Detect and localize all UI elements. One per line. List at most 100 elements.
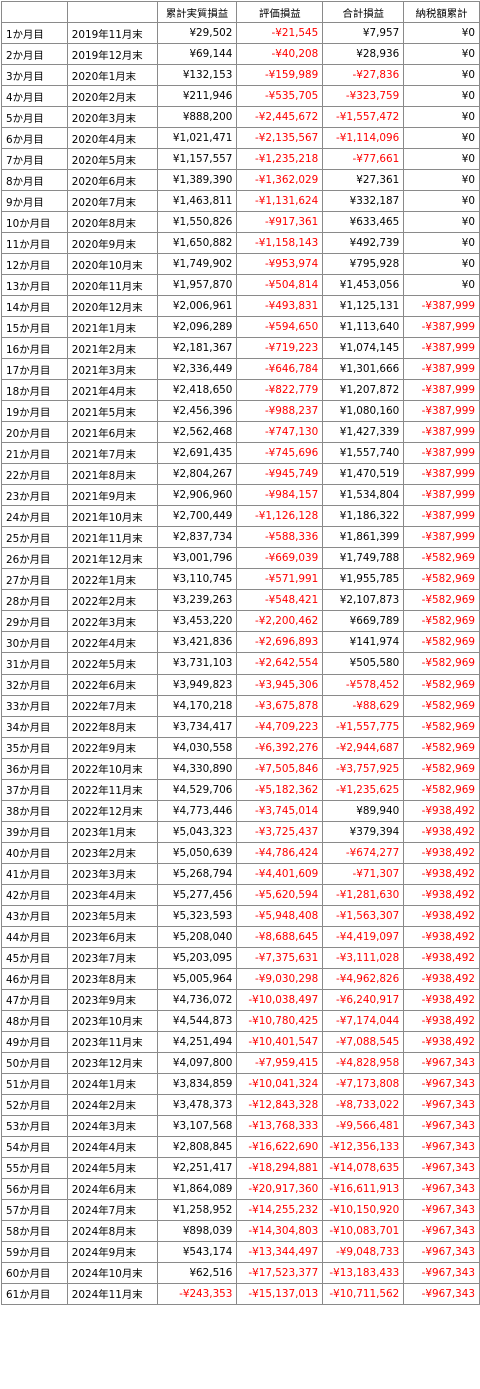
date-cell: 2024年3月末 — [66, 1114, 158, 1137]
unrealized-cell: -¥8,688,645 — [236, 925, 324, 948]
total-cell: ¥669,789 — [322, 610, 405, 633]
table-row: 34か月目 2022年8月末 ¥3,734,417 -¥4,709,223 -¥1,55… — [1, 715, 480, 738]
month-cell: 30か月目 — [1, 631, 68, 654]
total-cell: ¥492,739 — [322, 232, 405, 255]
date-cell: 2021年10月末 — [66, 505, 158, 528]
table-row: 31か月目 2022年5月末 ¥3,731,103 -¥2,642,554 ¥505,5… — [1, 652, 480, 675]
unrealized-cell: -¥822,779 — [236, 379, 324, 402]
date-cell: 2020年7月末 — [66, 190, 158, 213]
month-cell: 5か月目 — [1, 106, 68, 129]
header-row: 累計実質損益 評価損益 合計損益 納税額累計 — [1, 0, 480, 24]
cumulative-realized-cell: ¥2,336,449 — [156, 358, 238, 381]
cumulative-realized-cell: ¥1,749,902 — [156, 253, 238, 276]
total-cell: -¥1,557,472 — [322, 106, 405, 129]
unrealized-cell: -¥7,375,631 — [236, 946, 324, 969]
total-cell: ¥795,928 — [322, 253, 405, 276]
unrealized-cell: -¥13,344,497 — [236, 1240, 324, 1263]
tax-cumulative-cell: ¥0 — [403, 169, 480, 192]
cumulative-realized-cell: ¥3,478,373 — [156, 1093, 238, 1116]
month-cell: 57か月目 — [1, 1198, 68, 1221]
table-row: 46か月目 2023年8月末 ¥5,005,964 -¥9,030,298 -¥4,96… — [1, 967, 480, 990]
cumulative-realized-cell: ¥2,251,417 — [156, 1156, 238, 1179]
table-row: 49か月目 2023年11月末 ¥4,251,494 -¥10,401,547 -¥7,… — [1, 1030, 480, 1053]
table-row: 33か月目 2022年7月末 ¥4,170,218 -¥3,675,878 -¥88,6… — [1, 694, 480, 717]
tax-cumulative-cell: ¥0 — [403, 232, 480, 255]
month-cell: 54か月目 — [1, 1135, 68, 1158]
tax-cumulative-cell: -¥938,492 — [403, 904, 480, 927]
date-cell: 2020年5月末 — [66, 148, 158, 171]
date-cell: 2024年6月末 — [66, 1177, 158, 1200]
month-cell: 48か月目 — [1, 1009, 68, 1032]
header-unrealized: 評価損益 — [236, 0, 324, 24]
month-cell: 6か月目 — [1, 127, 68, 150]
unrealized-cell: -¥594,650 — [236, 316, 324, 339]
table-row: 9か月目 2020年7月末 ¥1,463,811 -¥1,131,624 ¥332,18… — [1, 190, 480, 213]
cumulative-realized-cell: ¥5,043,323 — [156, 820, 238, 843]
tax-cumulative-cell: ¥0 — [403, 22, 480, 45]
table-row: 28か月目 2022年2月末 ¥3,239,263 -¥548,421 ¥2,107,8… — [1, 589, 480, 612]
table-row: 55か月目 2024年5月末 ¥2,251,417 -¥18,294,881 -¥14,… — [1, 1156, 480, 1179]
tax-cumulative-cell: -¥967,343 — [403, 1261, 480, 1284]
cumulative-realized-cell: ¥1,157,557 — [156, 148, 238, 171]
unrealized-cell: -¥2,642,554 — [236, 652, 324, 675]
date-cell: 2020年2月末 — [66, 85, 158, 108]
date-cell: 2023年8月末 — [66, 967, 158, 990]
tax-cumulative-cell: -¥582,969 — [403, 589, 480, 612]
month-cell: 13か月目 — [1, 274, 68, 297]
table-row: 15か月目 2021年1月末 ¥2,096,289 -¥594,650 ¥1,113,6… — [1, 316, 480, 339]
month-cell: 16か月目 — [1, 337, 68, 360]
date-cell: 2023年3月末 — [66, 862, 158, 885]
date-cell: 2021年5月末 — [66, 400, 158, 423]
total-cell: ¥1,534,804 — [322, 484, 405, 507]
date-cell: 2021年7月末 — [66, 442, 158, 465]
tax-cumulative-cell: ¥0 — [403, 148, 480, 171]
tax-cumulative-cell: -¥387,999 — [403, 400, 480, 423]
tax-cumulative-cell: -¥387,999 — [403, 358, 480, 381]
date-cell: 2024年7月末 — [66, 1198, 158, 1221]
cumulative-realized-cell: ¥5,268,794 — [156, 862, 238, 885]
month-cell: 47か月目 — [1, 988, 68, 1011]
month-cell: 28か月目 — [1, 589, 68, 612]
table-row: 39か月目 2023年1月末 ¥5,043,323 -¥3,725,437 ¥379,3… — [1, 820, 480, 843]
month-cell: 53か月目 — [1, 1114, 68, 1137]
tax-cumulative-cell: -¥938,492 — [403, 946, 480, 969]
cumulative-realized-cell: ¥2,096,289 — [156, 316, 238, 339]
month-cell: 34か月目 — [1, 715, 68, 738]
cumulative-realized-cell: ¥4,736,072 — [156, 988, 238, 1011]
date-cell: 2021年6月末 — [66, 421, 158, 444]
tax-cumulative-cell: -¥967,343 — [403, 1177, 480, 1200]
tax-cumulative-cell: -¥938,492 — [403, 925, 480, 948]
table-row: 10か月目 2020年8月末 ¥1,550,826 -¥917,361 ¥633,465… — [1, 211, 480, 234]
tax-cumulative-cell: -¥967,343 — [403, 1114, 480, 1137]
table-row: 13か月目 2020年11月末 ¥1,957,870 -¥504,814 ¥1,453,… — [1, 274, 480, 297]
unrealized-cell: -¥10,038,497 — [236, 988, 324, 1011]
month-cell: 58か月目 — [1, 1219, 68, 1242]
date-cell: 2023年7月末 — [66, 946, 158, 969]
cumulative-realized-cell: ¥4,170,218 — [156, 694, 238, 717]
tax-cumulative-cell: -¥938,492 — [403, 988, 480, 1011]
table-row: 3か月目 2020年1月末 ¥132,153 -¥159,989 -¥27,836 ¥0 — [1, 64, 480, 87]
cumulative-realized-cell: ¥1,389,390 — [156, 169, 238, 192]
month-cell: 38か月目 — [1, 799, 68, 822]
total-cell: -¥1,557,775 — [322, 715, 405, 738]
date-cell: 2022年1月末 — [66, 568, 158, 591]
cumulative-realized-cell: ¥5,323,593 — [156, 904, 238, 927]
unrealized-cell: -¥493,831 — [236, 295, 324, 318]
month-cell: 61か月目 — [1, 1282, 68, 1305]
table-row: 38か月目 2022年12月末 ¥4,773,446 -¥3,745,014 ¥89,9… — [1, 799, 480, 822]
cumulative-realized-cell: ¥1,021,471 — [156, 127, 238, 150]
cumulative-realized-cell: ¥1,650,882 — [156, 232, 238, 255]
unrealized-cell: -¥4,786,424 — [236, 841, 324, 864]
tax-cumulative-cell: -¥938,492 — [403, 820, 480, 843]
month-cell: 8か月目 — [1, 169, 68, 192]
tax-cumulative-cell: ¥0 — [403, 127, 480, 150]
header-cumulative-realized: 累計実質損益 — [156, 0, 238, 24]
date-cell: 2021年3月末 — [66, 358, 158, 381]
unrealized-cell: -¥535,705 — [236, 85, 324, 108]
month-cell: 24か月目 — [1, 505, 68, 528]
table-body: 累計実質損益 評価損益 合計損益 納税額累計 1か月目 2019年11月末 ¥29,… — [1, 0, 480, 1305]
tax-cumulative-cell: -¥582,969 — [403, 568, 480, 591]
tax-cumulative-cell: -¥387,999 — [403, 421, 480, 444]
date-cell: 2023年2月末 — [66, 841, 158, 864]
cumulative-realized-cell: ¥2,691,435 — [156, 442, 238, 465]
